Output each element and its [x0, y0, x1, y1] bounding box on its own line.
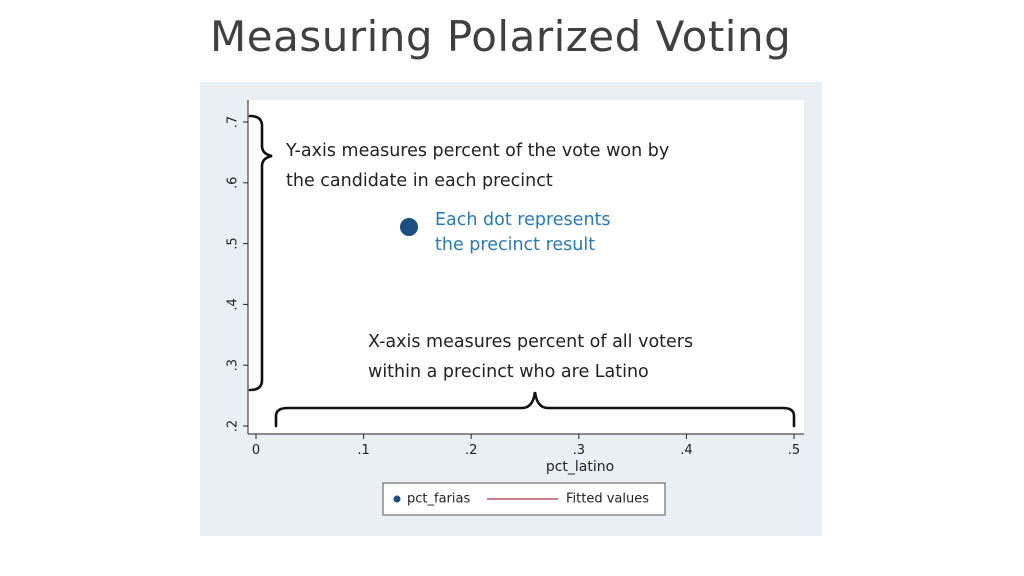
plot-area	[248, 100, 804, 434]
x-tick-label: .1	[357, 443, 369, 458]
y-tick-label: .3	[226, 359, 241, 371]
dot-callout: Each dot represents the precinct result	[435, 208, 611, 258]
slide-title: Measuring Polarized Voting	[210, 12, 792, 61]
y-tick-label: .4	[226, 298, 241, 310]
y-axis-callout: Y-axis measures percent of the vote won …	[286, 136, 669, 196]
brace-layer	[248, 114, 796, 428]
chart-svg: 0 .1 .2 .3 .4 .5 .2 .3 .4 .5 .6 .7 pct_latino pct_fa…	[226, 100, 804, 516]
x-tick-label: .4	[680, 443, 692, 458]
dot-callout-line-2: the precinct result	[435, 235, 596, 255]
legend-label-fitted-values: Fitted values	[566, 492, 649, 507]
x-tick-label: .2	[465, 443, 477, 458]
legend-swatch-pct-farias	[393, 495, 401, 503]
x-axis-brace	[274, 391, 796, 428]
x-axis-callout-line-1: X-axis measures percent of all voters	[368, 332, 694, 352]
dot-callout-line-1: Each dot represents	[435, 210, 611, 230]
y-axis-callout-line-1: Y-axis measures percent of the vote won …	[286, 141, 670, 161]
y-tick-label: .6	[226, 177, 241, 189]
y-axis-brace	[248, 114, 273, 392]
y-axis-callout-line-2: the candidate in each precinct	[286, 171, 553, 191]
legend-label-pct-farias: pct_farias	[407, 492, 470, 507]
example-dot-marker	[400, 218, 418, 236]
y-tick-label: .7	[226, 116, 241, 128]
chart-panel: 0 .1 .2 .3 .4 .5 .2 .3 .4 .5 .6 .7 pct_latino pct_fa…	[200, 82, 822, 536]
x-tick-label: .3	[573, 443, 585, 458]
axes-layer: 0 .1 .2 .3 .4 .5 .2 .3 .4 .5 .6 .7 pct_latino	[226, 100, 804, 475]
x-axis-title: pct_latino	[546, 459, 614, 475]
y-tick-label: .2	[226, 420, 241, 432]
x-tick-label: .5	[788, 443, 800, 458]
x-axis-callout-line-2: within a precinct who are Latino	[368, 362, 649, 382]
y-tick-label: .5	[226, 237, 241, 249]
x-axis-callout: X-axis measures percent of all voters wi…	[368, 327, 693, 387]
legend-layer: pct_farias Fitted values	[382, 482, 666, 516]
x-tick-label: 0	[252, 443, 260, 458]
